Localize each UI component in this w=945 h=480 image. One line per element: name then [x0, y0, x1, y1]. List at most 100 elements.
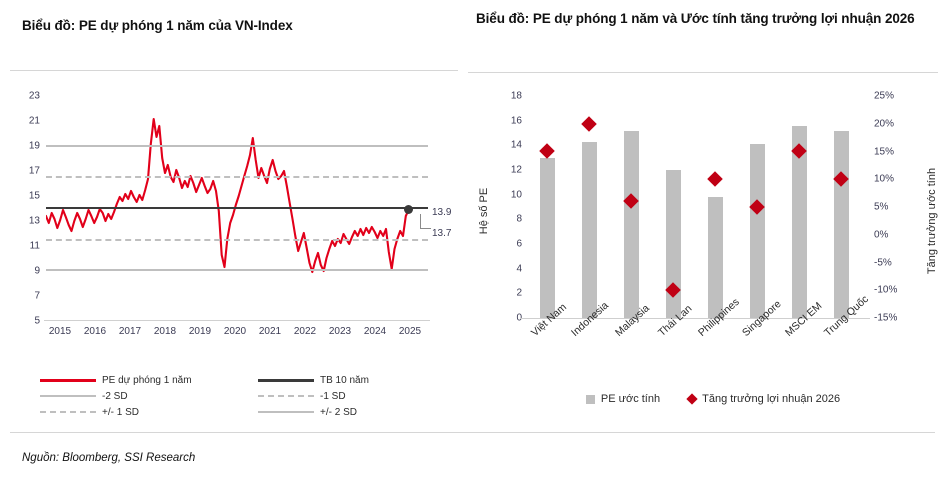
bar-viet-nam[interactable]: [540, 158, 555, 318]
pe-axis-tick: 2: [516, 287, 522, 299]
legend-label: PE dự phóng 1 năm: [102, 374, 192, 386]
legend-item-ten-year-avg[interactable]: TB 10 năm: [258, 375, 440, 386]
legend-item-minus1sd[interactable]: -1 SD: [258, 391, 440, 402]
left-x-tick: 2024: [363, 326, 387, 337]
sd-line-minus1: [46, 239, 428, 241]
legend-item-earnings-growth[interactable]: Tăng trưởng lợi nhuận 2026: [686, 393, 841, 405]
left-x-tick: 2018: [153, 326, 177, 337]
right-title-divider: [468, 72, 938, 73]
current-value-leader-line: [420, 214, 431, 229]
legend-label: TB 10 năm: [320, 374, 369, 386]
right-chart-panel: Biểu đồ: PE dự phóng 1 năm và Ước tính t…: [468, 0, 945, 480]
left-y-tick: 9: [34, 265, 40, 277]
line-swatch-dark-icon: [258, 378, 314, 382]
legend-label: Tăng trưởng lợi nhuận 2026: [702, 393, 841, 405]
footer-divider: [10, 432, 935, 433]
bar-trung-quoc[interactable]: [834, 131, 849, 318]
growth-marker-philippines[interactable]: [707, 171, 723, 187]
right-chart-categories: Việt Nam Indonesia Malaysia Thái Lan Phi…: [525, 293, 885, 394]
right-chart-title: Biểu đồ: PE dự phóng 1 năm và Ước tính t…: [476, 11, 915, 26]
right-chart-left-axis: 18 16 14 12 10 8 6 4 2 0: [488, 0, 522, 480]
left-y-tick: 15: [28, 190, 40, 202]
left-y-tick: 5: [34, 315, 40, 327]
legend-item-pe-forward[interactable]: PE dự phóng 1 năm: [40, 375, 258, 386]
left-x-axis-line: [44, 320, 430, 321]
growth-marker-indonesia[interactable]: [581, 116, 597, 132]
current-value-marker: [404, 205, 413, 214]
vnindex-pe-chart: 23 21 19 17 15 13 11 9 7 5: [0, 0, 468, 480]
left-y-tick: 21: [28, 115, 40, 127]
square-swatch-icon: [585, 394, 595, 404]
regional-pe-growth-chart: 18 16 14 12 10 8 6 4 2 0 Hệ số PE 25% 20…: [468, 0, 945, 480]
left-x-tick: 2020: [223, 326, 247, 337]
pe-axis-tick: 12: [510, 164, 522, 176]
bar-msci-em[interactable]: [792, 126, 807, 318]
legend-label: -1 SD: [320, 390, 346, 402]
growth-axis-tick: -5%: [874, 257, 892, 269]
line-swatch-gray-dashed-icon: [258, 395, 314, 397]
legend-label: +/- 1 SD: [102, 406, 139, 418]
line-swatch-gray-icon: [258, 411, 314, 413]
left-chart-panel: Biểu đồ: PE dự phóng 1 năm của VN-Index …: [0, 0, 468, 480]
growth-axis-tick: 20%: [874, 118, 895, 130]
mean-value-label: 13.9: [432, 207, 452, 218]
line-swatch-gray-dashed-icon: [40, 411, 96, 413]
left-x-axis: 2015 2016 2017 2018 2019 2020 2021 2022 …: [46, 326, 428, 342]
growth-axis-tick: 5%: [874, 201, 889, 213]
growth-axis-tick: 10%: [874, 173, 895, 185]
bar-indonesia[interactable]: [582, 142, 597, 318]
line-swatch-red-icon: [40, 378, 96, 382]
pe-axis-tick: 10: [510, 189, 522, 201]
legend-item-plusminus2sd[interactable]: +/- 2 SD: [258, 407, 440, 418]
left-x-tick: 2022: [293, 326, 317, 337]
growth-marker-viet-nam[interactable]: [539, 143, 555, 159]
legend-label: -2 SD: [102, 390, 128, 402]
sd-line-minus2: [46, 269, 428, 271]
bar-thai-lan[interactable]: [666, 170, 681, 318]
current-value-label: 13.7: [432, 228, 452, 239]
left-x-tick: 2017: [118, 326, 142, 337]
legend-item-minus2sd[interactable]: -2 SD: [40, 391, 258, 402]
left-y-tick: 7: [34, 290, 40, 302]
pe-axis-tick: 16: [510, 115, 522, 127]
source-note: Nguồn: Bloomberg, SSI Research: [22, 452, 196, 464]
growth-axis-tick: 15%: [874, 146, 895, 158]
bar-singapore[interactable]: [750, 144, 765, 318]
left-x-tick: 2021: [258, 326, 282, 337]
growth-axis-tick: -10%: [874, 284, 898, 296]
right-chart-right-axis: 25% 20% 15% 10% 5% 0% -5% -10% -15%: [846, 0, 897, 480]
ten-year-average-line: [46, 207, 428, 209]
pe-forward-line-series: [46, 117, 410, 274]
growth-axis-tick: -15%: [874, 312, 898, 324]
left-plot-area: [46, 92, 428, 320]
left-x-tick: 2025: [398, 326, 422, 337]
pe-axis-tick: 14: [510, 139, 522, 151]
pe-axis-tick: 8: [516, 213, 522, 225]
pe-axis-tick: 4: [516, 263, 522, 275]
right-plot-area: [525, 96, 867, 318]
left-y-axis: 23 21 19 17 15 13 11 9 7 5: [8, 0, 40, 480]
left-y-tick: 19: [28, 140, 40, 152]
pe-axis-tick: 18: [510, 90, 522, 102]
legend-item-plusminus1sd[interactable]: +/- 1 SD: [40, 407, 258, 418]
legend-item-pe-estimate[interactable]: PE ước tính: [585, 393, 660, 405]
pe-axis-tick: 6: [516, 238, 522, 250]
left-y-tick: 11: [29, 240, 40, 252]
left-y-tick: 17: [28, 165, 40, 177]
left-title-divider: [10, 70, 458, 71]
left-chart-legend: PE dự phóng 1 năm TB 10 năm -2 SD -1 SD …: [40, 372, 440, 420]
left-x-tick: 2019: [188, 326, 212, 337]
right-chart-baseline: [520, 318, 870, 319]
growth-axis-tick: 0%: [874, 229, 889, 241]
line-swatch-gray-icon: [40, 395, 96, 397]
left-chart-title: Biểu đồ: PE dự phóng 1 năm của VN-Index: [22, 18, 293, 33]
legend-label: +/- 2 SD: [320, 406, 357, 418]
left-y-tick: 23: [28, 90, 40, 102]
bar-malaysia[interactable]: [624, 131, 639, 318]
sd-line-plus2: [46, 145, 428, 147]
left-y-tick: 13: [28, 215, 40, 227]
sd-line-plus1: [46, 176, 428, 178]
left-x-tick: 2016: [83, 326, 107, 337]
right-chart-legend: PE ước tính Tăng trưởng lợi nhuận 2026: [548, 390, 878, 408]
bar-philippines[interactable]: [708, 197, 723, 318]
